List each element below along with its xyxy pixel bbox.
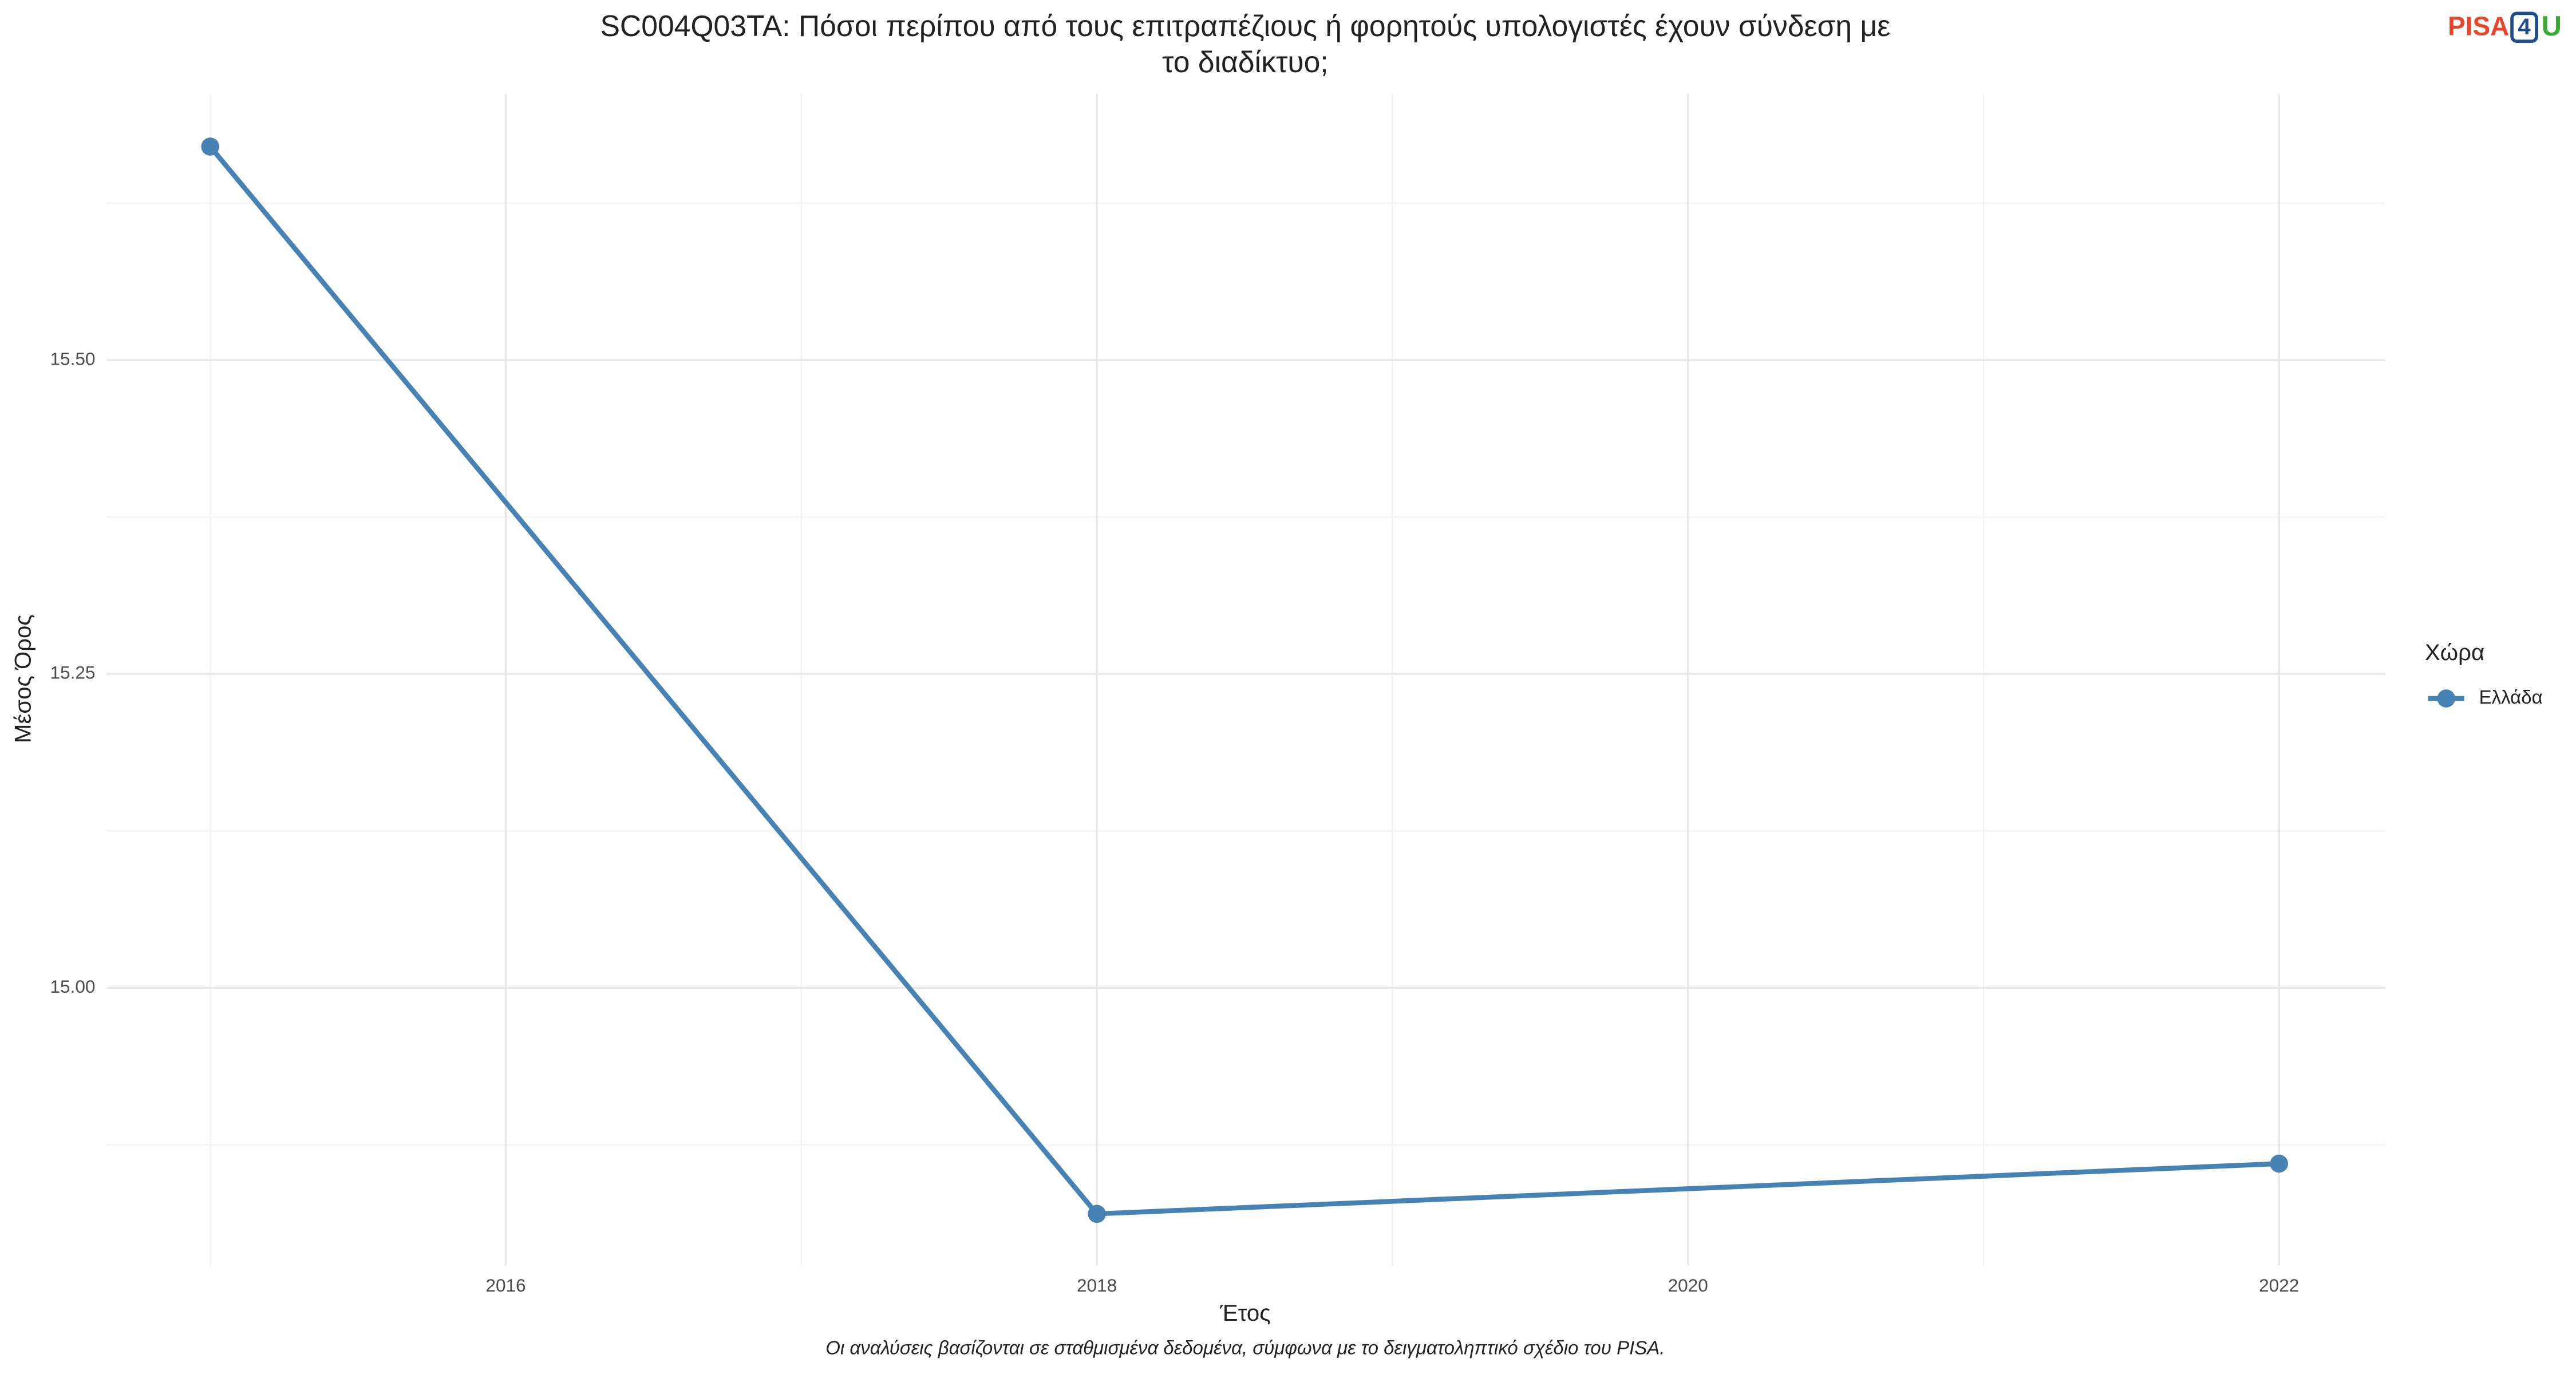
y-tick-label: 15.25 — [50, 662, 96, 683]
data-point — [1088, 1205, 1106, 1223]
caption: Οι αναλύσεις βασίζονται σε σταθμισμένα δ… — [825, 1337, 1665, 1358]
data-point — [201, 137, 220, 156]
grid — [106, 93, 2386, 1266]
logo-box — [2510, 11, 2538, 43]
logo-text: PISA — [2448, 11, 2509, 41]
chart-title: SC004Q03TA: Πόσοι περίπου από τους επιτρ… — [600, 9, 1890, 42]
logo-text: U — [2542, 11, 2562, 42]
y-tick-label: 15.00 — [50, 976, 96, 997]
x-tick-label: 2016 — [485, 1275, 526, 1296]
legend-label: Ελλάδα — [2479, 686, 2543, 708]
x-tick-label: 2022 — [2259, 1275, 2299, 1296]
data-line — [208, 145, 2279, 1217]
chart-title: το διαδίκτυο; — [1162, 45, 1329, 78]
x-tick-label: 2020 — [1668, 1275, 1708, 1296]
y-tick-label: 15.50 — [50, 348, 96, 369]
y-axis-label: Μέσος Όρος — [10, 614, 36, 743]
x-tick-label: 2018 — [1077, 1275, 1117, 1296]
x-axis-label: Έτος — [1219, 1300, 1270, 1326]
data-point — [2270, 1154, 2289, 1173]
legend-title: Χώρα — [2425, 639, 2484, 665]
legend-key-point — [2437, 689, 2456, 708]
logo-text: 4 — [2518, 14, 2531, 40]
